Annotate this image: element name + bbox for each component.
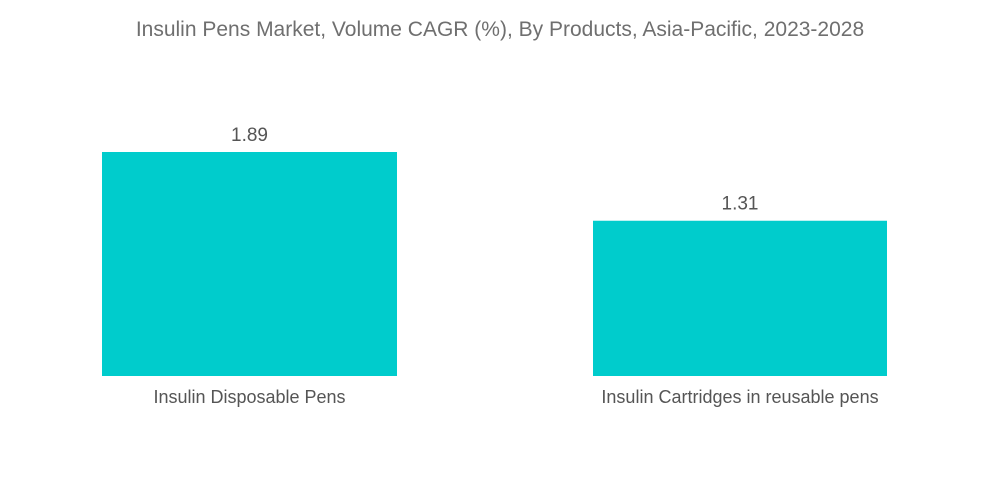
bar-2 — [593, 220, 887, 376]
bar-1 — [102, 152, 397, 376]
category-label-1: Insulin Disposable Pens — [153, 387, 345, 407]
category-label-2: Insulin Cartridges in reusable pens — [601, 387, 878, 407]
data-label-1: 1.89 — [231, 125, 268, 146]
data-label-2: 1.31 — [722, 194, 759, 215]
chart-title: Insulin Pens Market, Volume CAGR (%), By… — [135, 18, 865, 41]
